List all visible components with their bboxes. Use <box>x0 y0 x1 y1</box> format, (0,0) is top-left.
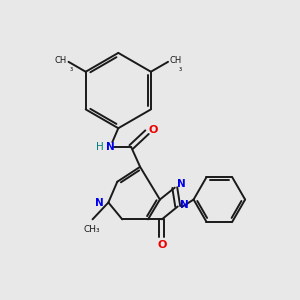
Text: O: O <box>148 125 158 135</box>
Text: H: H <box>96 142 104 152</box>
Text: ₃: ₃ <box>69 64 73 73</box>
Text: O: O <box>157 240 167 250</box>
Text: N: N <box>177 179 186 189</box>
Text: N: N <box>180 200 189 211</box>
Text: ₃: ₃ <box>179 64 182 73</box>
Text: CH: CH <box>169 56 181 65</box>
Text: N: N <box>95 199 103 208</box>
Text: N: N <box>106 142 115 152</box>
Text: CH: CH <box>54 56 67 65</box>
Text: CH₃: CH₃ <box>83 225 100 234</box>
